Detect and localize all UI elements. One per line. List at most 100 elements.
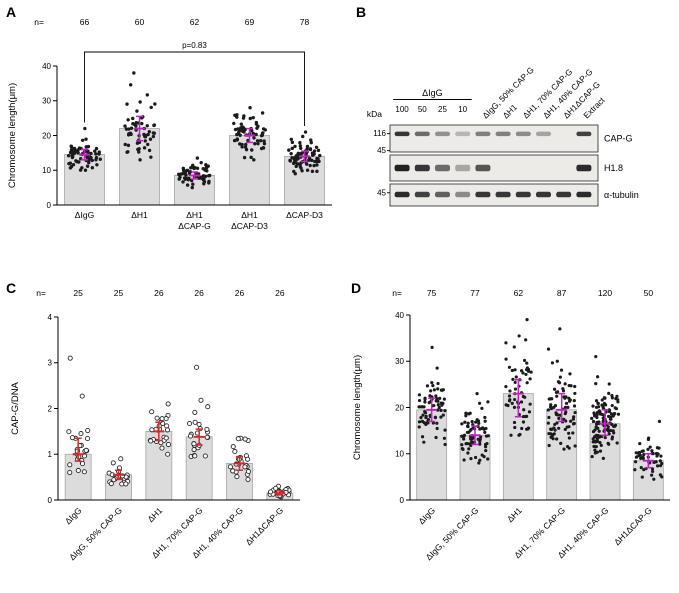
data-point (68, 150, 73, 155)
data-point (128, 83, 133, 87)
data-point (573, 444, 577, 448)
data-point (606, 441, 610, 445)
data-point (202, 453, 208, 459)
data-point (483, 430, 487, 434)
marker-label: 116 (373, 129, 386, 138)
data-point (165, 401, 171, 407)
data-point (477, 401, 482, 405)
data-point (308, 163, 312, 168)
data-point (572, 421, 576, 426)
data-point (94, 146, 99, 151)
data-point (598, 441, 602, 445)
data-point (475, 392, 479, 396)
data-point (298, 144, 303, 148)
data-point (262, 141, 267, 146)
data-point (132, 71, 136, 75)
data-point (593, 428, 597, 432)
data-point (204, 434, 210, 440)
data-point (252, 158, 256, 162)
data-point (151, 134, 156, 139)
data-point (565, 425, 569, 429)
data-point (131, 116, 135, 121)
data-point (299, 146, 303, 150)
data-point (439, 415, 443, 419)
data-point (436, 403, 440, 407)
data-point (308, 147, 313, 151)
data-point (507, 394, 512, 398)
data-point (468, 428, 472, 433)
data-point (431, 421, 435, 425)
data-point (483, 415, 487, 420)
data-point (152, 131, 156, 135)
data-point (316, 148, 321, 153)
data-point (125, 102, 129, 106)
data-point (312, 149, 317, 153)
band-name: α-tubulin (604, 190, 639, 200)
data-point (609, 417, 613, 421)
error-bar (469, 425, 481, 446)
data-point (439, 388, 444, 392)
data-point (613, 406, 617, 410)
data-point (242, 436, 248, 442)
data-point (486, 434, 490, 438)
n-value: 87 (557, 288, 567, 298)
data-point (318, 153, 322, 158)
data-point (469, 456, 473, 461)
data-point (592, 411, 596, 415)
data-point (563, 405, 567, 409)
data-point (478, 439, 482, 444)
scatter-group (66, 126, 102, 172)
data-point (593, 448, 597, 452)
data-point (423, 397, 427, 401)
data-point (165, 441, 172, 448)
data-point (84, 436, 91, 442)
data-point (520, 426, 524, 431)
x-category-label: ΔH1 (145, 505, 164, 524)
data-point (611, 414, 615, 418)
data-point (78, 168, 83, 172)
data-point (133, 123, 137, 127)
y-tick-label: 30 (395, 357, 404, 366)
data-point (190, 185, 194, 190)
data-point (147, 129, 152, 134)
data-point (522, 358, 527, 363)
data-point (207, 179, 211, 184)
y-tick-label: 0 (47, 201, 52, 210)
y-axis-label: Chromosome length(μm) (352, 355, 363, 460)
data-point (75, 467, 81, 474)
data-point (419, 405, 423, 409)
data-point (521, 394, 525, 399)
data-point (118, 456, 124, 462)
data-point (571, 431, 575, 435)
data-point (256, 141, 260, 146)
data-point (273, 485, 279, 491)
data-point (511, 377, 515, 381)
data-point (123, 481, 129, 487)
data-point (439, 408, 443, 412)
data-point (83, 447, 89, 453)
data-point (185, 183, 190, 187)
data-point (485, 441, 489, 446)
data-point (165, 451, 171, 457)
data-point (234, 474, 240, 480)
data-point (562, 447, 566, 451)
data-point (600, 398, 604, 402)
data-point (69, 144, 73, 148)
data-point (521, 414, 526, 419)
error-bar (79, 148, 90, 161)
data-point (639, 456, 643, 460)
data-point (243, 145, 248, 149)
x-category-label: ΔCAP-D3 (286, 210, 323, 220)
data-point (646, 437, 651, 442)
blot-band (556, 191, 572, 198)
data-point (298, 141, 302, 145)
data-point (146, 142, 150, 147)
data-point (591, 419, 596, 424)
data-point (603, 396, 607, 400)
data-point (438, 396, 442, 400)
data-point (478, 442, 482, 446)
n-value: 25 (114, 288, 124, 298)
data-point (466, 424, 470, 428)
blot-band (414, 131, 430, 137)
